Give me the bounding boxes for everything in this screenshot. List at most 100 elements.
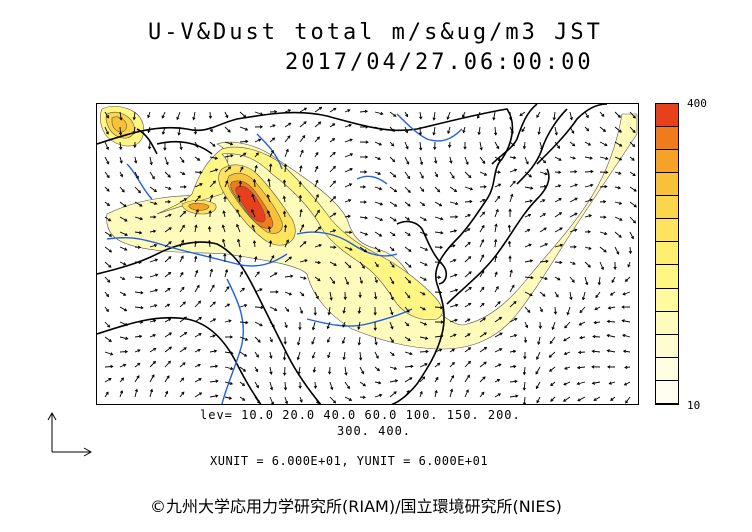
wind-vector-head xyxy=(152,334,157,338)
wind-vector-head xyxy=(619,217,623,221)
colorbar-min-label: 10 xyxy=(687,399,701,412)
wind-vector xyxy=(134,389,138,398)
wind-vector-head xyxy=(139,217,144,221)
wind-vector xyxy=(119,246,127,251)
wind-vector xyxy=(329,366,331,374)
wind-vector-head xyxy=(393,113,397,117)
wind-vector xyxy=(284,164,287,173)
wind-vector-head xyxy=(149,388,154,393)
wind-vector xyxy=(208,240,211,248)
wind-vector-head xyxy=(440,217,444,221)
wind-vector-head xyxy=(285,148,289,153)
wind-vector-head xyxy=(621,305,625,309)
wind-vector xyxy=(358,336,361,345)
wind-vector xyxy=(462,111,466,118)
wind-vector xyxy=(464,389,469,398)
wind-vector xyxy=(539,156,546,164)
wind-vector xyxy=(389,201,397,207)
wind-vector-head xyxy=(311,341,315,345)
wind-vector xyxy=(104,306,109,312)
wind-vector-head xyxy=(393,366,398,370)
wind-vector-head xyxy=(522,402,527,404)
wind-vector-head xyxy=(260,305,264,310)
wind-vector-head xyxy=(215,394,219,398)
wind-vector-head xyxy=(451,175,455,179)
wind-vector-head xyxy=(181,286,185,290)
wind-vector xyxy=(404,156,410,165)
wind-vector xyxy=(164,186,171,190)
wind-vector xyxy=(343,351,346,360)
wind-vector xyxy=(374,216,383,221)
wind-vector xyxy=(209,318,216,323)
wind-vector-head xyxy=(254,256,258,260)
wind-vector xyxy=(239,287,245,293)
wind-vector-head xyxy=(554,132,558,136)
wind-vector-head xyxy=(154,258,159,262)
wind-vector xyxy=(509,141,515,146)
wind-vector-head xyxy=(135,175,139,180)
wind-vector-head xyxy=(123,262,127,266)
wind-vector xyxy=(509,111,512,120)
wind-vector xyxy=(149,347,157,353)
wind-vector-head xyxy=(359,357,363,361)
wind-vector-head xyxy=(593,397,597,401)
wind-vector-head xyxy=(182,171,186,175)
wind-vector-head xyxy=(333,196,337,200)
wind-vector xyxy=(584,184,593,188)
wind-vector xyxy=(535,366,541,375)
wind-vector-head xyxy=(394,379,399,383)
wind-vector-head xyxy=(318,226,322,230)
wind-vector xyxy=(554,184,561,188)
wind-vector xyxy=(178,126,181,135)
wind-vector xyxy=(569,229,577,233)
wind-vector-head xyxy=(627,264,631,268)
wind-vector xyxy=(329,229,336,233)
colorbar-cell xyxy=(656,127,678,151)
wind-vector xyxy=(134,375,140,383)
wind-vector xyxy=(419,186,424,192)
wind-vector xyxy=(564,366,571,370)
wind-vector-head xyxy=(622,349,627,353)
wind-vector xyxy=(419,246,428,251)
wind-vector xyxy=(539,276,548,280)
wind-vector xyxy=(179,316,187,323)
wind-vector xyxy=(622,291,631,295)
wind-vector-head xyxy=(622,333,626,338)
wind-vector-head xyxy=(105,391,109,395)
wind-vector-head xyxy=(326,325,330,330)
wind-vector xyxy=(329,107,337,113)
wind-vector xyxy=(236,224,241,233)
wind-vector-head xyxy=(182,362,186,366)
wind-vector xyxy=(598,276,601,285)
dust-shading xyxy=(100,105,638,350)
wind-vector xyxy=(269,306,277,311)
wind-vector xyxy=(554,126,558,135)
wind-vector-head xyxy=(299,310,304,315)
wind-vector-head xyxy=(468,271,472,275)
wind-vector xyxy=(592,350,601,353)
wind-vector-head xyxy=(348,123,352,128)
wind-vector-head xyxy=(632,173,636,176)
wind-vector-head xyxy=(625,400,629,404)
wind-vector-head xyxy=(574,197,578,201)
wind-vector xyxy=(119,186,125,193)
wind-vector-head xyxy=(601,113,605,117)
wind-vector-head xyxy=(451,348,456,352)
wind-vector-head xyxy=(549,340,553,345)
wind-vector-head xyxy=(542,293,546,297)
wind-vector-head xyxy=(604,143,608,147)
wind-vector xyxy=(479,361,487,368)
wind-vector-head xyxy=(212,143,216,147)
wind-vector-head xyxy=(212,180,216,184)
wind-vector xyxy=(494,224,497,233)
wind-vector-head xyxy=(483,361,487,365)
wind-vector xyxy=(254,321,263,327)
wind-vector-head xyxy=(379,217,384,221)
wind-vector xyxy=(419,306,426,311)
wind-vector xyxy=(569,184,578,188)
wind-vector xyxy=(521,126,526,132)
wind-vector xyxy=(119,111,122,120)
wind-vector-head xyxy=(535,371,539,375)
wind-vector xyxy=(299,209,302,218)
wind-vector-head xyxy=(618,234,622,238)
